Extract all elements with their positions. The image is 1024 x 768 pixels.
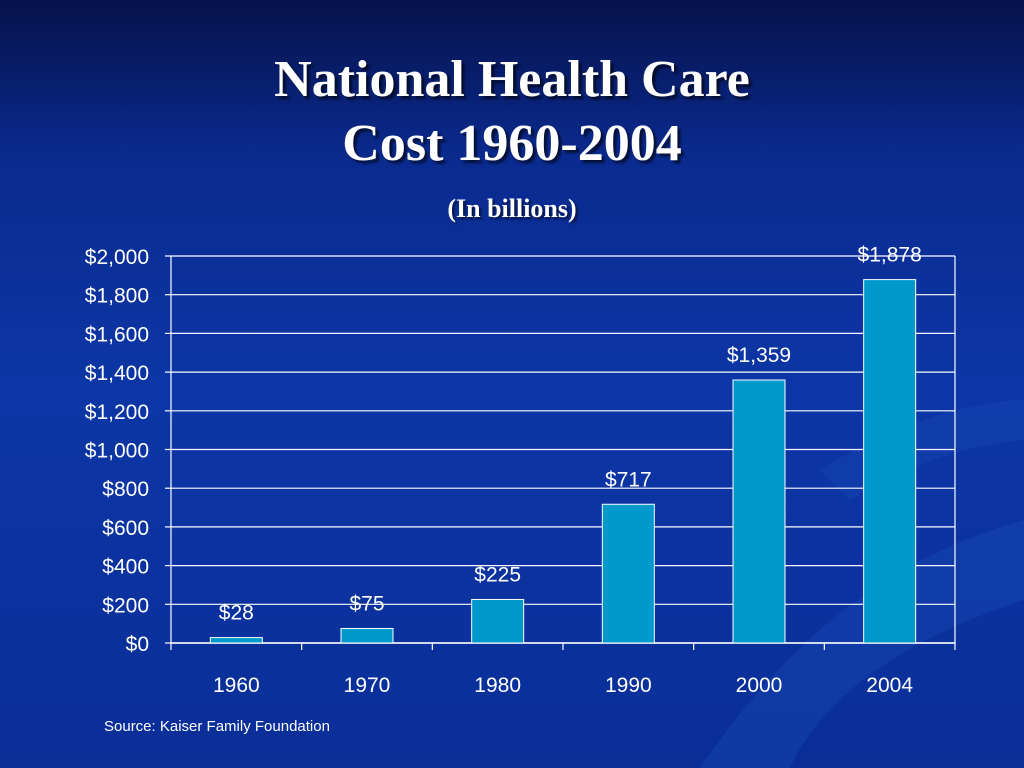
bar-2000 [732, 379, 786, 644]
y-tick-label: $400 [102, 556, 149, 579]
data-label: $1,359 [727, 344, 791, 367]
y-tick-label: $600 [102, 517, 149, 540]
y-tick-label: $1,000 [85, 440, 149, 463]
title-line-2: Cost 1960-2004 [342, 115, 682, 172]
x-tick-label: 1960 [213, 674, 260, 697]
bar-1970 [340, 627, 394, 644]
data-label: $225 [474, 563, 521, 586]
title-line-1: National Health Care [274, 51, 750, 108]
slide-subtitle: (In billions) [447, 194, 577, 223]
data-label: $75 [349, 592, 384, 615]
x-tick-label: 1970 [344, 674, 391, 697]
y-tick-label: $2,000 [85, 246, 149, 269]
x-tick-label: 1980 [474, 674, 521, 697]
bar-2004 [863, 279, 917, 644]
y-tick-label: $1,400 [85, 362, 149, 385]
data-label: $717 [605, 468, 652, 491]
y-tick-label: $1,800 [85, 285, 149, 308]
y-tick-label: $200 [102, 594, 149, 617]
data-label: $28 [219, 602, 254, 625]
slide-title: National Health Care Cost 1960-2004 [0, 48, 1024, 176]
x-tick-label: 2004 [866, 674, 913, 697]
data-label: $1,878 [858, 244, 922, 267]
x-tick-label: 2000 [736, 674, 783, 697]
bar-1990 [601, 503, 655, 644]
y-tick-label: $800 [102, 478, 149, 501]
source-note: Source: Kaiser Family Foundation [104, 718, 330, 735]
y-tick-label: $0 [126, 633, 149, 656]
y-tick-label: $1,200 [85, 401, 149, 424]
bar-1960 [209, 637, 263, 644]
y-tick-label: $1,600 [85, 323, 149, 346]
bar-1980 [471, 598, 525, 644]
x-tick-label: 1990 [605, 674, 652, 697]
